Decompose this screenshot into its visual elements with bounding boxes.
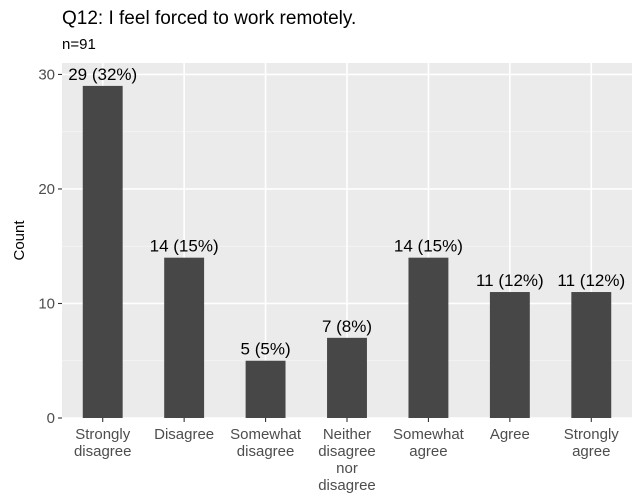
chart-subtitle: n=91 <box>62 36 96 53</box>
x-tick-label-line: Agree <box>490 426 530 443</box>
x-tick-label-line: agree <box>572 443 610 460</box>
data-label: 11 (12%) <box>557 271 625 290</box>
data-label: 29 (32%) <box>68 65 137 84</box>
y-tick-label: 20 <box>38 181 55 198</box>
bar <box>327 337 367 418</box>
x-tick-label: Agree <box>490 426 530 443</box>
x-tick-label-line: disagree <box>74 443 132 460</box>
y-tick-label: 10 <box>38 295 55 312</box>
data-label: 14 (15%) <box>150 237 219 256</box>
x-tick-label: Strongly disagree <box>74 426 132 460</box>
x-tick-label-line: disagree <box>318 477 376 494</box>
y-tick-label: 30 <box>38 66 55 83</box>
x-tick-label: Somewhat agree <box>393 426 465 460</box>
y-axis-title: Count <box>11 220 28 261</box>
x-tick-label-line: Strongly <box>564 426 620 443</box>
x-tick-label: Somewhat disagree <box>230 426 302 460</box>
data-label: 14 (15%) <box>394 237 463 256</box>
bar <box>489 292 530 418</box>
bar <box>245 360 286 418</box>
data-label: 11 (12%) <box>476 271 544 290</box>
x-tick-label-line: Somewhat <box>393 426 465 443</box>
data-label: 5 (5%) <box>241 340 291 359</box>
bar <box>571 292 612 418</box>
x-tick-label-line: agree <box>409 443 447 460</box>
x-tick-label: Disagree <box>154 426 214 443</box>
bar <box>408 257 449 418</box>
y-tick-label: 0 <box>47 410 55 427</box>
data-label: 7 (8%) <box>322 317 372 336</box>
bar <box>164 257 205 418</box>
x-tick-label-line: Disagree <box>154 426 214 443</box>
x-tick-label-line: disagree <box>318 443 376 460</box>
bar <box>82 85 123 418</box>
x-tick-label-line: Strongly <box>75 426 131 443</box>
x-tick-label: Neither disagree nor disagree <box>318 426 376 494</box>
x-tick-label-line: Neither <box>323 426 371 443</box>
chart-title: Q12: I feel forced to work remotely. <box>62 8 357 29</box>
x-tick-label-line: Somewhat <box>230 426 302 443</box>
x-tick-label-line: disagree <box>237 443 295 460</box>
x-tick-label: Strongly agree <box>564 426 620 460</box>
x-tick-label-line: nor <box>336 460 358 477</box>
